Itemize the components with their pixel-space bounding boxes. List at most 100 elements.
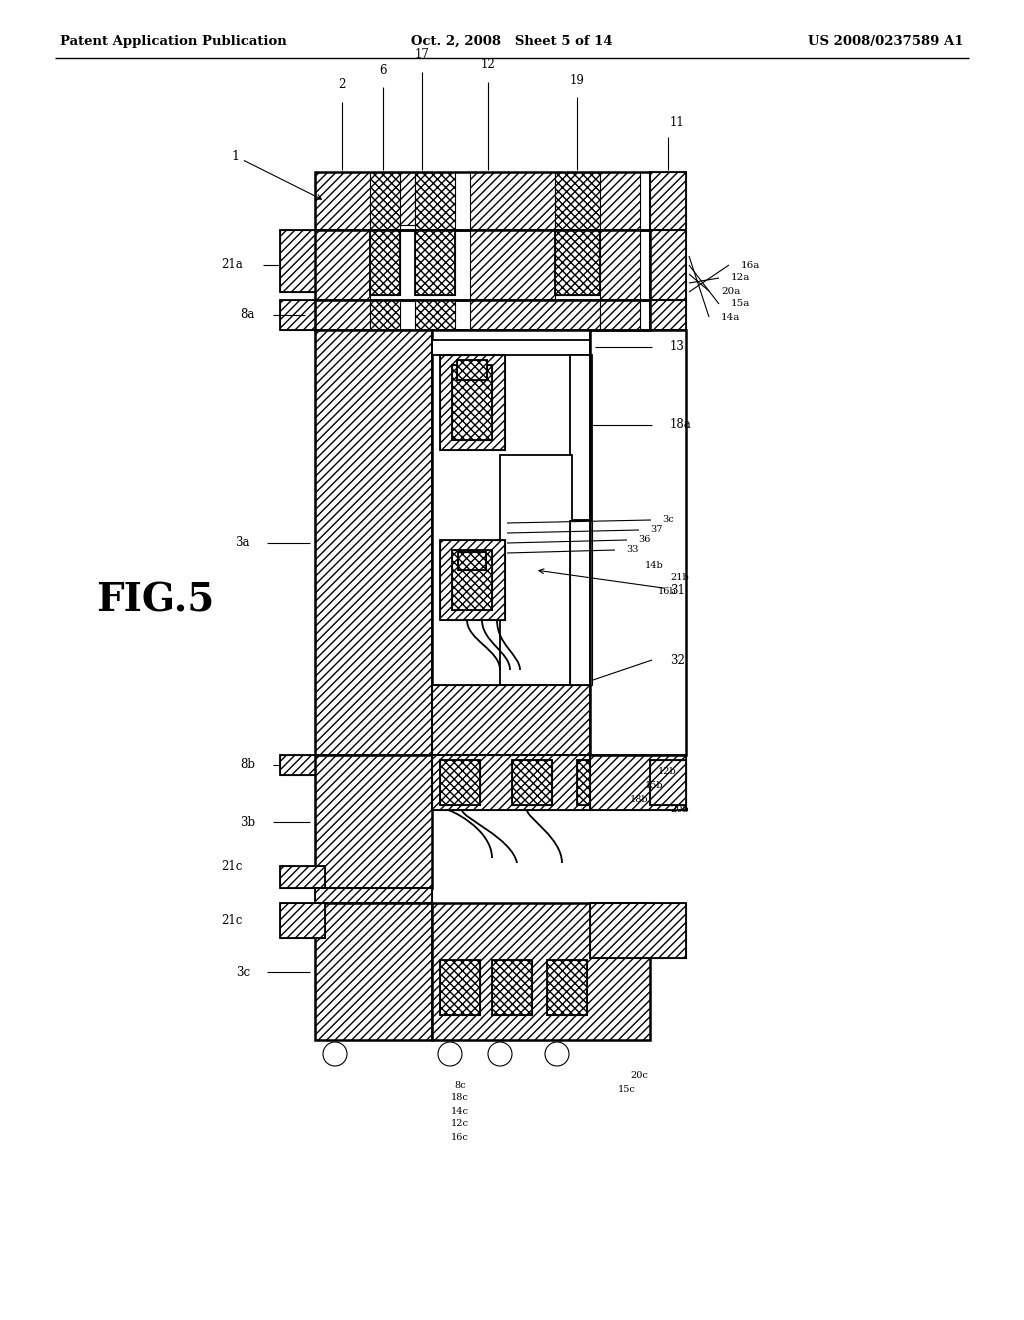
Text: 36: 36 (638, 536, 650, 544)
Text: 37: 37 (650, 525, 663, 535)
Bar (452, 550, 492, 610)
Bar (650, 760, 686, 805)
Bar (440, 540, 505, 620)
Bar (280, 300, 325, 330)
Text: 3b: 3b (240, 816, 255, 829)
Bar (440, 760, 480, 805)
Text: 16a: 16a (741, 260, 761, 269)
Bar (452, 366, 492, 440)
Bar (315, 300, 650, 330)
Text: 14b: 14b (645, 561, 664, 569)
Text: US 2008/0237589 A1: US 2008/0237589 A1 (809, 36, 964, 48)
Bar (315, 903, 432, 1040)
Text: 1: 1 (231, 149, 322, 199)
Bar (370, 300, 400, 330)
Bar (500, 455, 572, 685)
Bar (315, 172, 370, 230)
Bar (600, 300, 640, 330)
Bar (280, 866, 325, 888)
Bar (512, 760, 552, 805)
Bar (432, 685, 590, 755)
Bar (315, 300, 370, 330)
Text: 3c: 3c (236, 965, 250, 978)
Text: 21c: 21c (221, 859, 243, 873)
Text: 14c: 14c (451, 1106, 469, 1115)
Bar (415, 300, 455, 330)
Bar (458, 552, 486, 570)
Text: 19: 19 (569, 74, 585, 87)
Bar (590, 903, 686, 958)
Text: 3a: 3a (236, 536, 250, 549)
Bar (457, 360, 487, 380)
Text: 17: 17 (415, 49, 429, 62)
Bar (555, 172, 600, 230)
Bar (315, 903, 432, 1040)
Text: 12: 12 (480, 58, 496, 71)
Bar (492, 960, 532, 1015)
Text: 20c: 20c (630, 1071, 648, 1080)
Bar (650, 172, 686, 230)
Bar (650, 230, 686, 300)
Bar (555, 230, 600, 294)
Bar (547, 960, 587, 1015)
Bar (492, 960, 532, 1015)
Text: 18c: 18c (451, 1093, 469, 1102)
Bar (432, 685, 590, 755)
Bar (315, 755, 432, 888)
Bar (555, 230, 600, 294)
Text: 33: 33 (626, 545, 639, 554)
Bar (650, 760, 686, 805)
Bar (470, 230, 555, 300)
Bar (280, 230, 325, 292)
Text: 8c: 8c (455, 1081, 466, 1089)
Bar (280, 230, 325, 292)
Bar (440, 760, 480, 805)
Text: 20a: 20a (721, 286, 740, 296)
Bar (400, 172, 415, 224)
Bar (650, 300, 686, 330)
Text: 6: 6 (379, 63, 387, 77)
Text: 18a: 18a (670, 418, 692, 432)
Bar (600, 172, 640, 230)
Bar (315, 172, 650, 230)
Text: 15b: 15b (645, 780, 664, 789)
Bar (650, 230, 686, 300)
Bar (370, 230, 400, 294)
Bar (470, 300, 600, 330)
Bar (415, 230, 455, 294)
Bar (458, 552, 486, 570)
Text: 16c: 16c (451, 1133, 469, 1142)
Bar (280, 755, 325, 775)
Bar (590, 330, 686, 755)
Bar (650, 172, 686, 230)
Bar (280, 866, 325, 888)
Bar (315, 888, 432, 903)
Bar (415, 230, 455, 294)
Text: 21c: 21c (221, 915, 243, 928)
Bar (600, 230, 640, 300)
Bar (432, 755, 590, 810)
Bar (315, 230, 650, 300)
Text: Oct. 2, 2008   Sheet 5 of 14: Oct. 2, 2008 Sheet 5 of 14 (412, 36, 612, 48)
Text: 8a: 8a (241, 309, 255, 322)
Text: 18b: 18b (630, 796, 648, 804)
Bar (547, 960, 587, 1015)
Bar (590, 903, 686, 958)
Text: 20b: 20b (670, 805, 688, 814)
Bar (315, 888, 432, 903)
Text: 32: 32 (670, 653, 685, 667)
Bar (280, 300, 325, 330)
Text: 3c: 3c (662, 516, 674, 524)
Bar (512, 760, 552, 805)
Bar (590, 755, 686, 810)
Bar (440, 540, 505, 620)
Bar (440, 355, 505, 450)
Bar (452, 550, 492, 610)
Bar (415, 172, 455, 230)
Bar (315, 330, 432, 755)
Bar (440, 960, 480, 1015)
Bar (370, 172, 400, 230)
Text: 21b: 21b (670, 573, 689, 582)
Bar (470, 172, 555, 230)
Bar (452, 366, 492, 440)
